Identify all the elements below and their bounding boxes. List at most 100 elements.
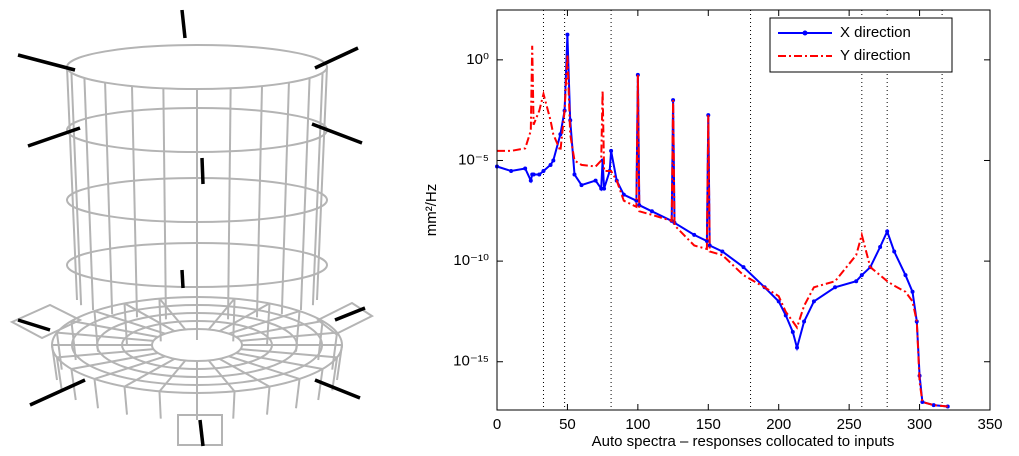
wire-spoke [56,348,154,359]
series-marker [548,162,553,167]
x-tick-label: 300 [907,416,932,433]
plot: 0 50 100 150 200 250 300 350 10⁰ 10⁻⁵ 10⁻¹⁰ 10⁻¹⁵ X … [453,9,1003,433]
series-marker [885,229,890,234]
series-marker [649,209,654,214]
series-marker [565,32,570,37]
wire-strut [256,86,263,318]
wire-strut [162,88,167,320]
wireframe-model [9,44,375,446]
wire-strut [227,88,232,320]
wire-strut [331,357,339,391]
wire-strut [83,77,95,311]
wire-flange [316,301,375,336]
series-marker [572,172,577,177]
force-arrow [27,126,81,148]
series-marker [579,183,584,188]
y-tick-label: 10⁻⁵ [458,151,489,168]
wire-spoke [71,352,159,370]
force-arrow [198,419,205,447]
wire-strut [93,378,99,409]
wire-spoke [219,357,270,388]
series-line [497,45,948,408]
wire-strut [55,332,63,370]
force-arrows [17,9,366,447]
plot-area [497,10,990,410]
series-marker [707,243,712,248]
series-marker [720,249,725,254]
wire-strut [158,298,162,342]
wire-spoke [240,348,338,359]
wire-spoke [124,302,175,333]
wire-strut [93,310,100,352]
wire-strut [266,386,271,415]
wire-spoke [71,320,159,338]
wire-strut [331,332,339,370]
series-marker [537,172,542,177]
x-tick-label: 250 [837,416,862,433]
force-arrow [311,122,363,145]
series-marker [854,279,859,284]
force-arrow [314,46,359,70]
series-marker [811,299,816,304]
series-marker [741,265,746,270]
series-marker [859,273,864,278]
series-marker [599,186,604,191]
wire-strut [66,66,78,301]
y-tick-label: 10⁻¹⁵ [453,353,489,370]
force-arrow [180,269,185,289]
x-axis-label: Auto spectra – responses collocated to i… [592,433,895,450]
legend-label: Y direction [840,47,911,64]
wire-strut [294,310,301,352]
wire-spoke [228,310,300,335]
series-marker [509,169,514,174]
wire-spoke [235,320,323,338]
series-marker [878,245,883,250]
force-arrow [180,9,187,39]
series-marker [528,178,533,183]
wire-spoke [124,357,175,388]
x-tick-label: 0 [493,416,501,433]
series-marker [892,249,897,254]
wire-strut [55,357,63,391]
wire-spoke [207,297,236,331]
series-marker [790,330,795,335]
series-marker [833,285,838,290]
wire-spoke [158,359,187,393]
series-marker [541,169,546,174]
wire-strut [70,320,77,361]
wire-strut [317,368,324,401]
wire-strut [51,344,58,381]
series-marker [931,403,936,408]
wire-strut [317,320,324,361]
wire-strut [131,86,138,318]
wire-spoke [228,355,300,380]
series-marker [523,166,528,171]
x-tick-label: 50 [559,416,576,433]
wire-strut [232,391,236,419]
wire-strut [123,386,128,415]
legend-marker [802,30,808,36]
wire-spoke [158,297,187,331]
force-arrow [200,157,205,185]
series-marker [602,186,607,191]
wire-spoke [207,359,236,393]
wire-strut [280,82,290,315]
wire-spoke [240,331,338,342]
legend-label: X direction [840,24,911,41]
wire-spoke [94,355,166,380]
wire-strut [336,344,343,381]
series-marker [531,172,536,177]
x-tick-label: 200 [766,416,791,433]
wire-spoke [219,302,270,333]
series-marker [802,319,807,324]
legend-box [769,17,953,73]
y-tick-label: 10⁻¹⁰ [453,252,489,269]
force-arrow [17,318,51,332]
series-marker [903,273,908,278]
x-tick-label: 350 [977,416,1002,433]
wire-strut [232,298,236,342]
force-arrow [17,53,76,72]
wire-strut [104,82,114,315]
wire-ring [66,44,328,90]
